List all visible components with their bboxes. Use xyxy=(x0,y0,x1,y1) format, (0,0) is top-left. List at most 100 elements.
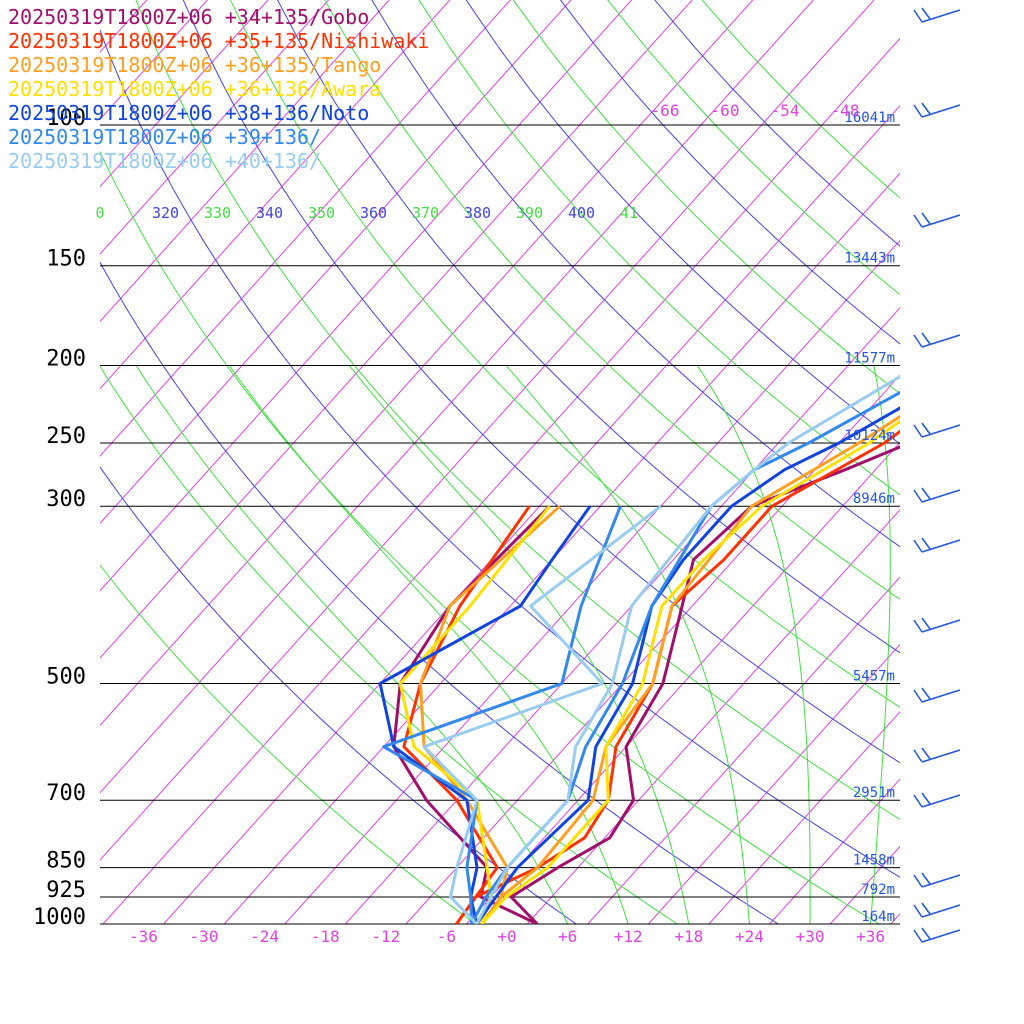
height-label: 1458m xyxy=(853,853,895,869)
wind-barb-stroke xyxy=(913,102,961,118)
wind-barb-icon xyxy=(913,902,961,918)
wind-barb-stroke xyxy=(913,792,961,808)
label-layer: 100 16041m 150 13443m 200 11577m 250 10124m 300 8… xyxy=(33,101,895,946)
theta-label: 330 xyxy=(204,204,231,222)
wind-barb-icon xyxy=(913,102,961,118)
dry-adiabat-line xyxy=(100,28,900,878)
dry-adiabat-line xyxy=(324,0,900,600)
temperature-tick-label: -30 xyxy=(190,927,219,946)
temperature-line-0 xyxy=(509,445,900,924)
isotherm-line xyxy=(526,509,900,924)
isotherm-line xyxy=(223,172,900,924)
wind-barb-icon xyxy=(913,487,961,503)
wind-barb-icon xyxy=(913,332,961,348)
moist-adiabat-line xyxy=(135,365,569,924)
temperature-tick-label: +18 xyxy=(674,927,703,946)
pressure-label: 1000 xyxy=(33,905,86,930)
theta-label: 0 xyxy=(95,204,104,222)
pressure-label: 500 xyxy=(46,664,86,689)
theta-label: 340 xyxy=(256,204,283,222)
dry-adiabat-line xyxy=(100,261,780,924)
upper-isotherm-label: -48 xyxy=(831,101,860,120)
temperature-line-1 xyxy=(455,429,900,924)
wind-barb-stroke xyxy=(913,747,961,763)
moist-adiabat-line xyxy=(870,365,891,924)
isotherm-line xyxy=(100,0,390,323)
wind-barb-icon xyxy=(913,537,961,553)
dry-adiabat-line xyxy=(182,0,900,764)
height-label: 16041m xyxy=(844,110,895,126)
isotherm-line xyxy=(100,0,451,390)
isotherm-line xyxy=(587,576,900,924)
temperature-tick-label: +30 xyxy=(796,927,825,946)
wind-barb-icon xyxy=(913,747,961,763)
wind-barb-icon xyxy=(913,687,961,703)
legend-entry: 20250319T1800Z+06 +36+136/Awara xyxy=(8,77,381,101)
isotherm-line xyxy=(890,913,900,924)
wind-barb-stroke xyxy=(913,537,961,553)
wind-barb-icon xyxy=(913,7,961,23)
wind-barb-stroke xyxy=(913,617,961,633)
isotherm-line xyxy=(951,0,1024,924)
wind-barb-icon xyxy=(913,617,961,633)
height-label: 2951m xyxy=(853,785,895,801)
temperature-line-3 xyxy=(480,419,900,924)
moist-adiabat-line xyxy=(348,365,690,924)
pressure-label: 850 xyxy=(46,849,86,874)
pressure-label: 250 xyxy=(46,424,86,449)
pressure-label: 700 xyxy=(46,781,86,806)
moist-adiabat-line xyxy=(505,365,750,924)
theta-label: 41 xyxy=(620,204,638,222)
dewpoint-line-6 xyxy=(422,505,662,924)
dry-adiabat-line xyxy=(229,0,900,708)
isotherm-line xyxy=(100,0,329,255)
temperature-tick-label: -6 xyxy=(437,927,456,946)
isotherm-line xyxy=(100,0,693,659)
isotherm-line xyxy=(769,778,900,924)
dewpoint-line-5 xyxy=(382,505,622,924)
isotherm-line xyxy=(648,643,900,924)
moist-adiabat-line xyxy=(696,365,811,924)
legend-entry: 20250319T1800Z+06 +40+136/ xyxy=(8,149,321,173)
theta-label: 400 xyxy=(568,204,595,222)
wind-barb-stroke xyxy=(913,7,961,23)
temperature-tick-label: -36 xyxy=(129,927,158,946)
theta-label: 390 xyxy=(516,204,543,222)
isotherm-line xyxy=(100,0,572,525)
upper-isotherm-label: -66 xyxy=(651,101,680,120)
temperature-tick-label: +24 xyxy=(735,927,764,946)
dry-adiabat-line xyxy=(277,0,900,654)
isotherm-line xyxy=(100,0,511,457)
height-label: 11577m xyxy=(844,351,895,367)
temperature-tick-label: +6 xyxy=(558,927,577,946)
wind-barb-icon xyxy=(913,927,961,943)
pressure-label: 150 xyxy=(46,247,86,272)
dry-adiabat-line xyxy=(418,0,900,496)
isotherm-line xyxy=(100,0,814,794)
height-label: 164m xyxy=(861,909,895,925)
legend-entry: 20250319T1800Z+06 +35+135/Nishiwaki xyxy=(8,29,429,53)
upper-isotherm-label: -54 xyxy=(771,101,800,120)
isotherm-line xyxy=(405,374,900,924)
pressure-label: 100 xyxy=(46,106,86,131)
temperature-line-6 xyxy=(475,374,900,924)
dry-adiabat-line xyxy=(100,466,578,924)
wind-barb-stroke xyxy=(913,487,961,503)
theta-label: 350 xyxy=(308,204,335,222)
wind-barb-stroke xyxy=(913,212,961,228)
pressure-label: 925 xyxy=(46,878,86,903)
isotherm-line xyxy=(708,711,900,924)
height-label: 792m xyxy=(861,882,895,898)
height-label: 13443m xyxy=(844,251,895,267)
isotherm-line xyxy=(1012,0,1024,924)
legend-entry: 20250319T1800Z+06 +39+136/ xyxy=(8,125,321,149)
pressure-label: 300 xyxy=(46,487,86,512)
isotherm-line xyxy=(100,0,875,861)
temperature-tick-label: -24 xyxy=(250,927,279,946)
moist-adiabat-line xyxy=(228,365,629,924)
wind-barb-stroke xyxy=(913,872,961,888)
wind-barbs xyxy=(913,7,961,943)
dewpoint-line-4 xyxy=(378,505,592,924)
isotherm-line xyxy=(100,0,269,188)
